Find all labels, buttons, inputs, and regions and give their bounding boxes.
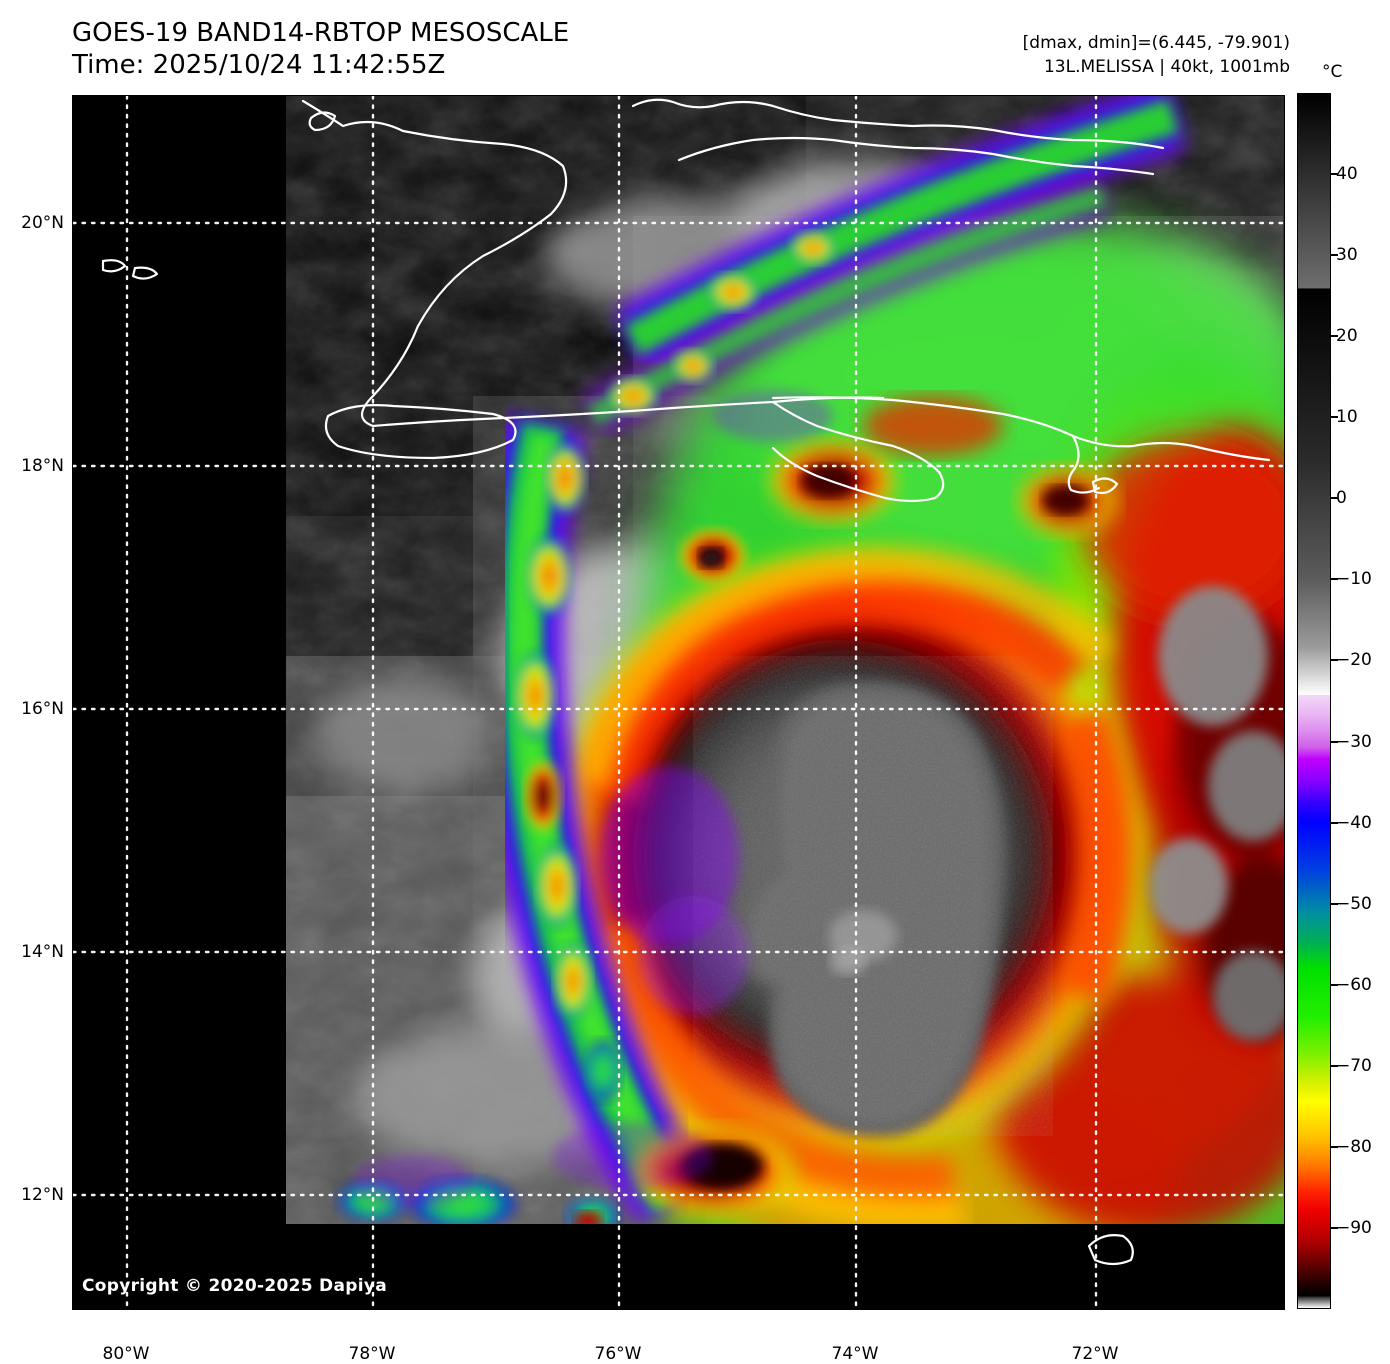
colorbar-gradient bbox=[1298, 94, 1330, 1308]
lon-tick-76W: 76°W bbox=[594, 1344, 642, 1364]
colorbar-ticklabel--60: −60 bbox=[1336, 974, 1372, 995]
colorbar-ticklabel-30: 30 bbox=[1336, 245, 1358, 266]
colorbar-ticklabel--70: −70 bbox=[1336, 1055, 1372, 1076]
colorbar-ticklabel-10: 10 bbox=[1336, 407, 1358, 428]
colorbar-tickmark-20 bbox=[1331, 335, 1338, 338]
colorbar-ticklabel-20: 20 bbox=[1336, 326, 1358, 347]
coastline-overlay bbox=[101, 98, 1271, 1266]
colorbar-tickmark--90 bbox=[1331, 1226, 1338, 1229]
colorbar-tickmark-10 bbox=[1331, 416, 1338, 419]
lat-tick-12N: 12°N bbox=[21, 1185, 64, 1205]
lat-tick-18N: 18°N bbox=[21, 456, 64, 476]
colorbar-tickmark--60 bbox=[1331, 983, 1338, 986]
colorbar-tickmark--50 bbox=[1331, 902, 1338, 905]
copyright-notice: Copyright © 2020-2025 Dapiya bbox=[82, 1276, 387, 1296]
colorbar-ticklabel--80: −80 bbox=[1336, 1136, 1372, 1157]
colorbar-tickmark-0 bbox=[1331, 497, 1338, 500]
colorbar-tickmark--30 bbox=[1331, 740, 1338, 743]
lon-tick-72W: 72°W bbox=[1071, 1344, 1119, 1364]
colorbar-ticklabel--30: −30 bbox=[1336, 731, 1372, 752]
colorbar-ticklabel--40: −40 bbox=[1336, 812, 1372, 833]
grid-lines bbox=[73, 96, 1284, 1309]
colorbar-ticklabel-0: 0 bbox=[1336, 488, 1347, 509]
colorbar-tickmark--10 bbox=[1331, 578, 1338, 581]
colorbar-tickmark--80 bbox=[1331, 1145, 1338, 1148]
colorbar-tickmark-40 bbox=[1331, 173, 1338, 176]
colorbar-tickmark--40 bbox=[1331, 821, 1338, 824]
colorbar-tickmark--70 bbox=[1331, 1064, 1338, 1067]
colorbar-ticklabel--90: −90 bbox=[1336, 1217, 1372, 1238]
colorbar-tickmark-30 bbox=[1331, 254, 1338, 257]
colorbar-ticklabel--10: −10 bbox=[1336, 569, 1372, 590]
colorbar-ticklabel--20: −20 bbox=[1336, 650, 1372, 671]
colorbar-ticklabel-40: 40 bbox=[1336, 164, 1358, 185]
satellite-image-plot bbox=[72, 95, 1285, 1310]
satellite-imagery-svg bbox=[73, 96, 1284, 1309]
storm-info-label: 13L.MELISSA | 40kt, 1001mb bbox=[1043, 57, 1290, 77]
colorbar-unit-label: °C bbox=[1322, 62, 1343, 82]
colorbar-tickmark--20 bbox=[1331, 659, 1338, 662]
colorbar-ticklabel--50: −50 bbox=[1336, 893, 1372, 914]
colorbar bbox=[1297, 93, 1331, 1309]
lon-tick-74W: 74°W bbox=[831, 1344, 879, 1364]
lon-tick-78W: 78°W bbox=[348, 1344, 396, 1364]
lon-tick-80W: 80°W bbox=[102, 1344, 150, 1364]
timestamp-label: Time: 2025/10/24 11:42:55Z bbox=[72, 50, 446, 80]
lat-tick-20N: 20°N bbox=[21, 213, 64, 233]
lat-tick-14N: 14°N bbox=[21, 942, 64, 962]
data-range-label: [dmax, dmin]=(6.445, -79.901) bbox=[1022, 33, 1290, 53]
lat-tick-16N: 16°N bbox=[21, 699, 64, 719]
page-title: GOES-19 BAND14-RBTOP MESOSCALE bbox=[72, 18, 570, 48]
